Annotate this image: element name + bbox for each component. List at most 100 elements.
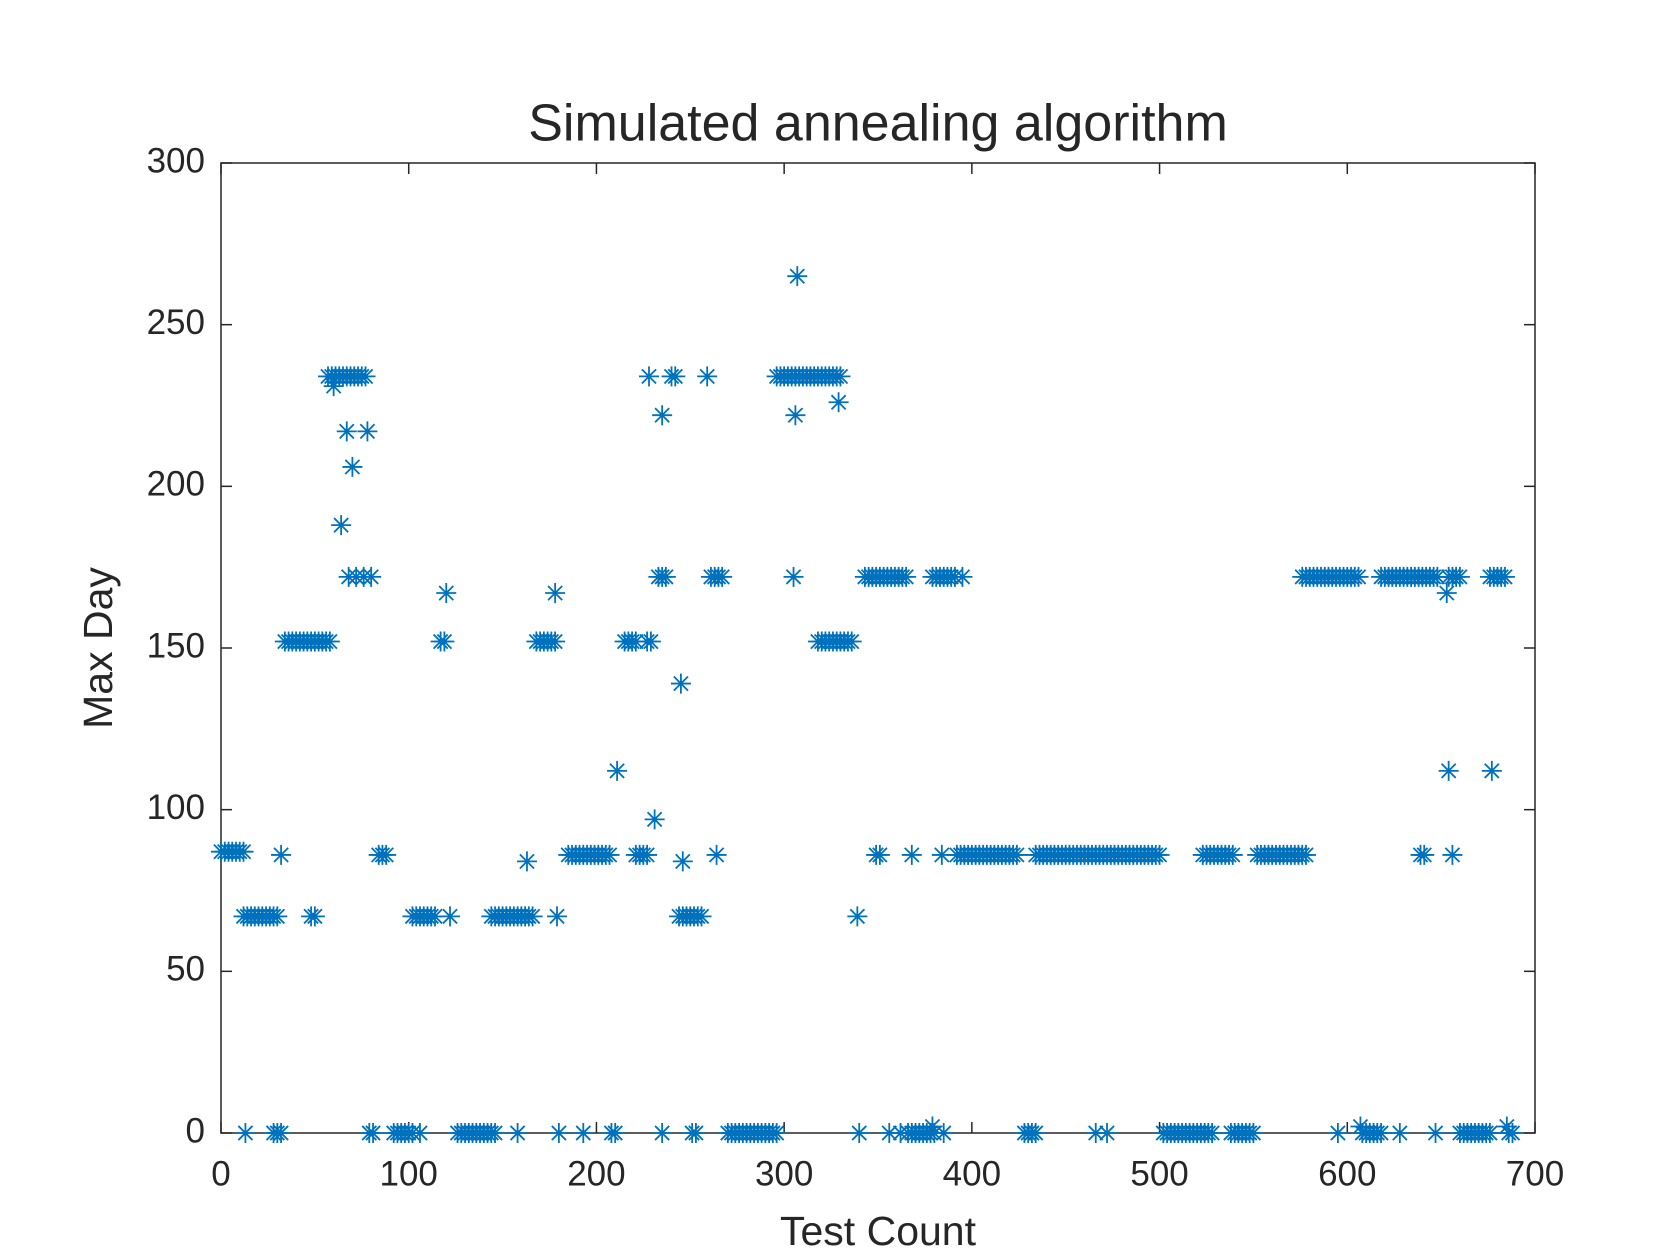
point: [304, 906, 325, 927]
point: [1202, 1123, 1223, 1143]
point: [235, 1123, 256, 1143]
point: [901, 844, 922, 865]
point: [952, 566, 973, 587]
point: [665, 366, 686, 387]
point: [1494, 566, 1515, 587]
point: [830, 366, 851, 387]
y-tick-label: 0: [186, 1111, 205, 1150]
point: [516, 851, 537, 872]
point: [522, 906, 543, 927]
y-axis-label: Max Day: [75, 567, 121, 729]
point: [1327, 1123, 1348, 1143]
point: [1414, 844, 1435, 865]
point: [507, 1123, 528, 1143]
x-tick-label: 600: [1318, 1154, 1376, 1193]
point: [599, 844, 620, 865]
point: [1243, 1123, 1264, 1143]
point: [1371, 1123, 1392, 1143]
point: [1149, 844, 1170, 865]
x-axis-label: Test Count: [780, 1208, 977, 1254]
point: [1006, 844, 1027, 865]
point: [573, 1123, 594, 1143]
point: [357, 421, 378, 442]
point: [1436, 583, 1457, 604]
point: [766, 1123, 787, 1143]
chart-title: Simulated annealing algorithm: [528, 95, 1228, 153]
point: [1222, 844, 1243, 865]
point: [1425, 1123, 1446, 1143]
point: [879, 1123, 900, 1143]
point: [434, 631, 455, 652]
point: [638, 366, 659, 387]
point: [1442, 844, 1463, 865]
point: [1427, 566, 1448, 587]
point: [896, 566, 917, 587]
point: [652, 1123, 673, 1143]
x-tick-label: 300: [755, 1154, 813, 1193]
point: [267, 906, 288, 927]
point: [685, 1123, 706, 1143]
point: [644, 809, 665, 830]
point: [637, 844, 658, 865]
point: [545, 583, 566, 604]
x-tick-label: 400: [943, 1154, 1001, 1193]
point: [1438, 760, 1459, 781]
point: [605, 1123, 626, 1143]
point: [1350, 1116, 1371, 1137]
point: [655, 566, 676, 587]
point: [1025, 1123, 1046, 1143]
point: [376, 844, 397, 865]
point: [485, 1123, 506, 1143]
point: [548, 1123, 569, 1143]
point: [355, 366, 376, 387]
point: [361, 566, 382, 587]
point: [712, 566, 733, 587]
point: [869, 844, 890, 865]
point: [1449, 566, 1470, 587]
point: [785, 405, 806, 426]
point: [691, 906, 712, 927]
point: [931, 844, 952, 865]
point: [625, 631, 646, 652]
point: [670, 673, 691, 694]
point: [409, 1123, 430, 1143]
point: [783, 566, 804, 587]
point: [1496, 1116, 1517, 1137]
point: [847, 906, 868, 927]
x-tick-label: 100: [380, 1154, 438, 1193]
point: [697, 366, 718, 387]
point: [271, 844, 292, 865]
point: [787, 266, 808, 287]
y-tick-label: 150: [147, 626, 205, 665]
point: [640, 631, 661, 652]
point: [547, 906, 568, 927]
point: [436, 583, 457, 604]
y-tick-label: 50: [166, 950, 205, 989]
x-tick-label: 200: [567, 1154, 625, 1193]
point: [922, 1116, 943, 1137]
y-tick-label: 250: [147, 303, 205, 342]
x-tick-label: 500: [1130, 1154, 1188, 1193]
point: [342, 456, 363, 477]
y-tick-label: 100: [147, 788, 205, 827]
point: [1481, 760, 1502, 781]
point: [841, 631, 862, 652]
point: [672, 851, 693, 872]
point: [440, 906, 461, 927]
point: [331, 515, 352, 536]
point: [652, 405, 673, 426]
point: [1085, 1123, 1106, 1143]
point: [828, 392, 849, 413]
point: [271, 1123, 292, 1143]
point: [319, 631, 340, 652]
point: [424, 906, 445, 927]
point: [545, 631, 566, 652]
point: [363, 1123, 384, 1143]
point: [1348, 566, 1369, 587]
x-tick-label: 700: [1506, 1154, 1564, 1193]
point: [933, 1123, 954, 1143]
point: [706, 844, 727, 865]
